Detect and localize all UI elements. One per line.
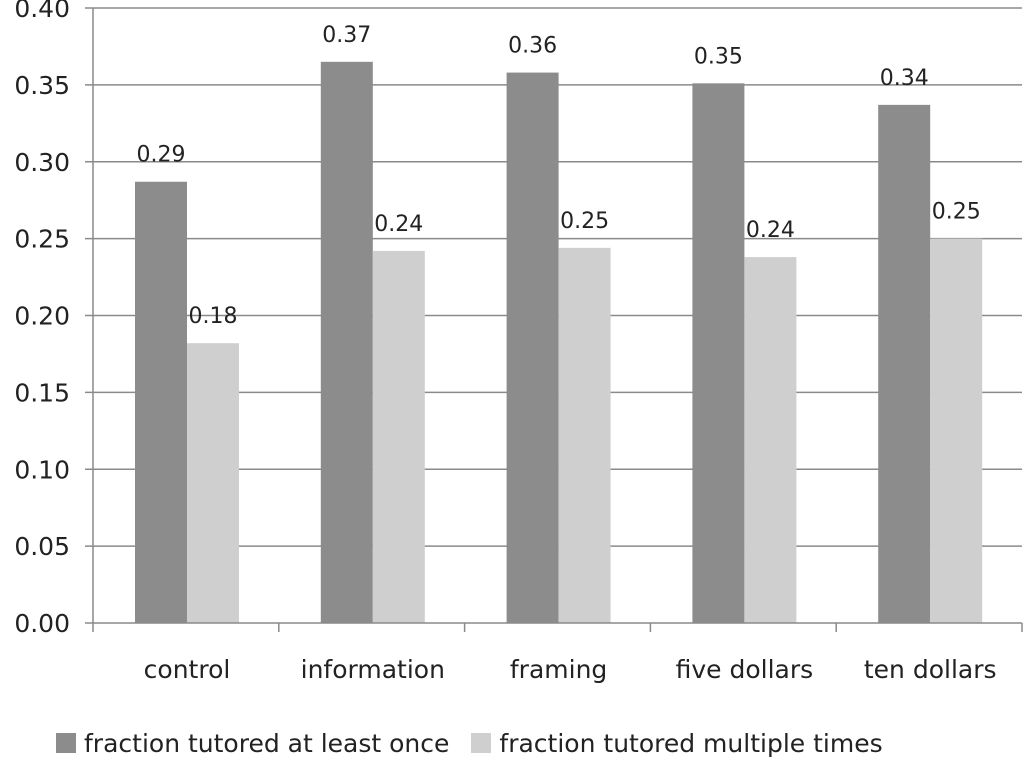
data-label: 0.24 [374, 212, 423, 237]
data-label: 0.37 [322, 23, 371, 48]
legend-item-series-1: fraction tutored at least once [56, 729, 449, 758]
data-label: 0.34 [880, 66, 929, 91]
y-tick-label: 0.30 [14, 148, 70, 177]
bar-series-2 [558, 247, 611, 623]
y-tick-label: 0.05 [14, 532, 70, 561]
legend-label-series-2: fraction tutored multiple times [499, 728, 883, 758]
x-axis: control information framing five dollars ten… [92, 622, 1023, 684]
y-tick-label: 0.20 [14, 302, 70, 331]
y-tick-label: 0.40 [14, 0, 70, 23]
legend-swatch-series-2 [471, 733, 492, 753]
data-label: 0.35 [694, 44, 743, 69]
x-tick-label: control [144, 655, 231, 684]
y-tick-label: 0.10 [14, 455, 70, 484]
legend-swatch-series-1 [56, 733, 76, 753]
y-tick-label: 0.15 [14, 378, 70, 407]
bar-series-2 [930, 238, 983, 623]
data-label: 0.29 [137, 143, 186, 168]
x-tick-label: five dollars [676, 655, 814, 684]
legend-item-series-2: fraction tutored multiple times [471, 728, 883, 758]
data-label: 0.25 [560, 209, 609, 234]
legend-label-series-1: fraction tutored at least once [84, 728, 450, 758]
y-tick-label: 0.00 [14, 609, 70, 638]
bar-series-1 [878, 104, 931, 624]
data-label: 0.24 [746, 218, 795, 243]
x-tick-label: framing [510, 655, 607, 684]
data-label: 0.36 [508, 34, 557, 59]
y-tick-label: 0.25 [14, 225, 70, 254]
y-axis: 0.00 0.05 0.10 0.15 0.20 0.25 0.30 0.35 0.40 [14, 0, 94, 638]
x-tick-label: information [301, 655, 445, 684]
data-label: 0.25 [932, 200, 981, 225]
bars: 0.29 0.37 0.36 0.35 0.34 0.18 0.24 0.25 0.24 0.25 [135, 23, 983, 624]
bar-series-2 [744, 257, 797, 623]
legend: fraction tutored at least once fraction … [56, 726, 905, 760]
y-tick-label: 0.35 [14, 71, 70, 100]
x-tick-label: ten dollars [864, 655, 997, 684]
data-label: 0.18 [189, 304, 238, 329]
bar-series-1 [135, 181, 187, 624]
bar-series-2 [187, 343, 239, 623]
bar-series-1 [320, 61, 373, 623]
bar-series-2 [372, 250, 425, 624]
bar-series-1 [692, 83, 745, 623]
bar-series-1 [506, 72, 559, 623]
